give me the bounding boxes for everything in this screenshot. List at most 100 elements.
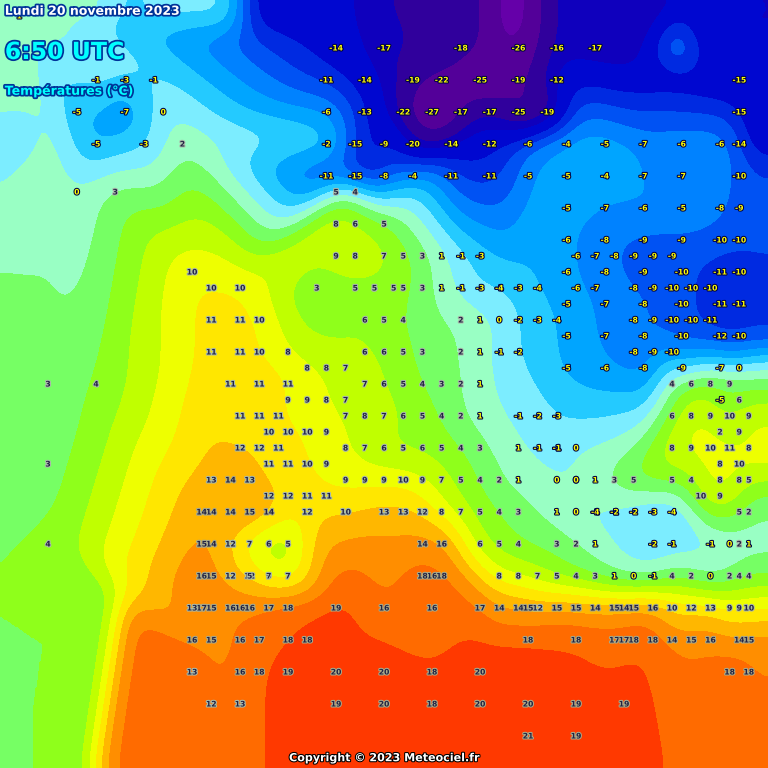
- Text: 12: 12: [302, 508, 313, 517]
- Text: 11: 11: [235, 316, 245, 325]
- Text: 11: 11: [302, 492, 313, 501]
- Text: -1: -1: [553, 443, 561, 452]
- Text: -8: -8: [716, 204, 724, 213]
- Text: -1: -1: [707, 539, 714, 548]
- Text: 12: 12: [225, 539, 236, 548]
- Text: 5: 5: [401, 347, 406, 356]
- Text: -15: -15: [733, 108, 746, 117]
- Text: 19: 19: [619, 700, 629, 709]
- Text: 18: 18: [647, 635, 658, 644]
- Text: -5: -5: [92, 140, 100, 148]
- Text: 20: 20: [523, 700, 533, 709]
- Text: -5: -5: [562, 171, 571, 180]
- Text: 8: 8: [516, 571, 521, 581]
- Text: 10: 10: [263, 428, 274, 436]
- Text: -6: -6: [562, 236, 571, 244]
- Text: -8: -8: [601, 236, 609, 244]
- Text: 4: 4: [737, 571, 742, 581]
- Text: 15: 15: [197, 539, 207, 548]
- Text: 0: 0: [74, 187, 79, 197]
- Text: 10: 10: [254, 316, 264, 325]
- Text: -5: -5: [562, 300, 571, 309]
- Text: 9: 9: [324, 459, 329, 468]
- Text: 14: 14: [619, 604, 629, 613]
- Text: 2: 2: [574, 539, 578, 548]
- Text: -8: -8: [629, 347, 638, 356]
- Text: 1: 1: [74, 44, 79, 52]
- Text: -8: -8: [379, 171, 389, 180]
- Text: 10: 10: [302, 428, 313, 436]
- Text: 10: 10: [206, 283, 217, 293]
- Text: -6: -6: [524, 140, 532, 148]
- Text: -8: -8: [629, 316, 638, 325]
- Text: 6: 6: [670, 412, 674, 421]
- Text: -3: -3: [476, 251, 484, 260]
- Text: 20: 20: [379, 667, 389, 677]
- Text: -15: -15: [733, 75, 746, 84]
- Text: 10: 10: [667, 604, 677, 613]
- Text: 13: 13: [705, 604, 716, 613]
- Text: 3: 3: [612, 475, 617, 485]
- Text: -6: -6: [562, 267, 571, 276]
- Text: 7: 7: [247, 539, 252, 548]
- Text: -5: -5: [73, 108, 81, 117]
- Text: 4: 4: [420, 379, 425, 389]
- Text: 8: 8: [689, 412, 694, 421]
- Text: 4: 4: [746, 571, 751, 581]
- Text: 0: 0: [574, 475, 578, 485]
- Text: 9: 9: [343, 475, 348, 485]
- Text: 5: 5: [420, 412, 425, 421]
- Text: 6:50 UTC: 6:50 UTC: [5, 40, 124, 64]
- Text: 14: 14: [667, 635, 677, 644]
- Text: -5: -5: [601, 140, 609, 148]
- Text: -27: -27: [425, 108, 439, 117]
- Text: -9: -9: [677, 363, 686, 372]
- Text: 5: 5: [247, 571, 252, 581]
- Text: -25: -25: [473, 75, 487, 84]
- Text: -4: -4: [668, 508, 676, 517]
- Text: 2: 2: [717, 428, 723, 436]
- Text: 8: 8: [324, 396, 329, 405]
- Text: 10: 10: [187, 267, 197, 276]
- Text: 3: 3: [420, 283, 425, 293]
- Text: -1: -1: [495, 283, 503, 293]
- Text: 8: 8: [343, 443, 348, 452]
- Text: -7: -7: [591, 251, 600, 260]
- Text: 19: 19: [571, 731, 581, 740]
- Text: 6: 6: [401, 412, 406, 421]
- Text: 7: 7: [382, 251, 386, 260]
- Text: -18: -18: [454, 44, 468, 52]
- Text: 9: 9: [286, 396, 290, 405]
- Text: 8: 8: [717, 475, 723, 485]
- Text: 9: 9: [746, 412, 751, 421]
- Text: -7: -7: [677, 171, 686, 180]
- Text: 12: 12: [283, 492, 293, 501]
- Text: 5: 5: [333, 187, 339, 197]
- Text: 3: 3: [45, 459, 51, 468]
- Text: 18: 18: [427, 700, 437, 709]
- Text: -8: -8: [629, 283, 638, 293]
- Text: 5: 5: [372, 283, 377, 293]
- Text: 8: 8: [497, 571, 502, 581]
- Text: -6: -6: [716, 140, 724, 148]
- Text: -17: -17: [454, 108, 468, 117]
- Text: 10: 10: [254, 347, 264, 356]
- Text: 1: 1: [478, 379, 482, 389]
- Text: -11: -11: [483, 171, 496, 180]
- Text: 6: 6: [382, 347, 386, 356]
- Text: 14: 14: [263, 508, 274, 517]
- Text: -4: -4: [601, 171, 609, 180]
- Text: 20: 20: [475, 667, 485, 677]
- Text: 9: 9: [727, 604, 732, 613]
- Text: -4: -4: [534, 283, 541, 293]
- Text: 6: 6: [420, 443, 425, 452]
- Text: -2: -2: [515, 316, 522, 325]
- Text: 2: 2: [689, 571, 694, 581]
- Text: 5: 5: [670, 475, 674, 485]
- Text: -1: -1: [668, 539, 676, 548]
- Text: 18: 18: [523, 635, 533, 644]
- Text: -10: -10: [733, 332, 746, 340]
- Text: -7: -7: [601, 204, 609, 213]
- Text: -25: -25: [511, 108, 525, 117]
- Text: 1: 1: [516, 475, 521, 485]
